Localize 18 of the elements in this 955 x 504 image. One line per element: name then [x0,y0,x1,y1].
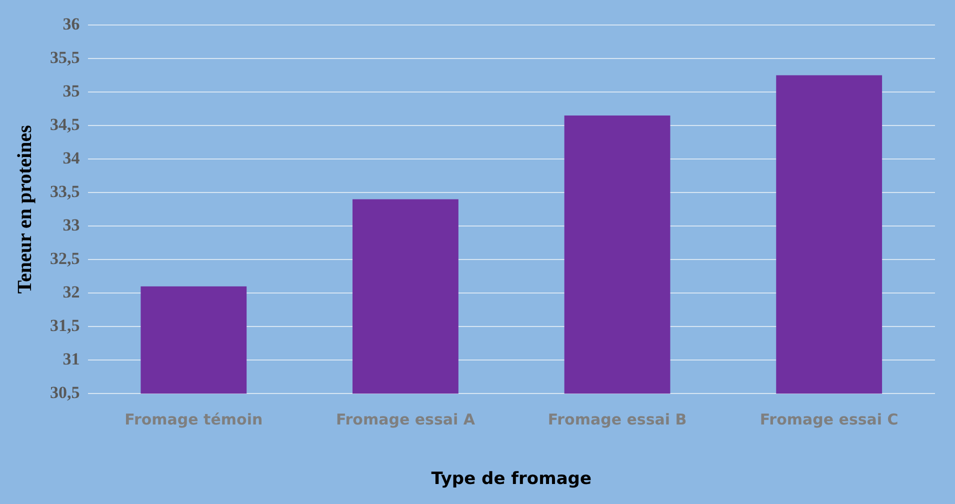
x-tick-label: Fromage essai C [760,410,898,428]
x-axis-title: Type de fromage [431,469,592,490]
y-tick-label: 33 [62,215,80,234]
y-tick-label: 34,5 [50,114,80,134]
y-tick-label: 30,5 [50,382,80,402]
y-tick-label: 31,5 [50,316,80,335]
y-tick-label: 31 [62,349,80,368]
y-tick-label: 33,5 [50,182,80,201]
y-tick-label: 32,5 [50,248,80,268]
x-tick-label: Fromage essai A [336,410,476,428]
x-tick-label: Fromage témoin [124,410,263,428]
y-tick-label: 36 [62,14,80,34]
y-tick-label: 35 [62,81,80,100]
y-tick-label: 34 [62,148,80,168]
y-axis-title: Teneur en proteines [14,124,36,294]
y-tick-label: 32 [62,282,80,302]
y-tick-label: 35,5 [50,48,80,67]
x-tick-label: Fromage essai B [548,410,687,428]
